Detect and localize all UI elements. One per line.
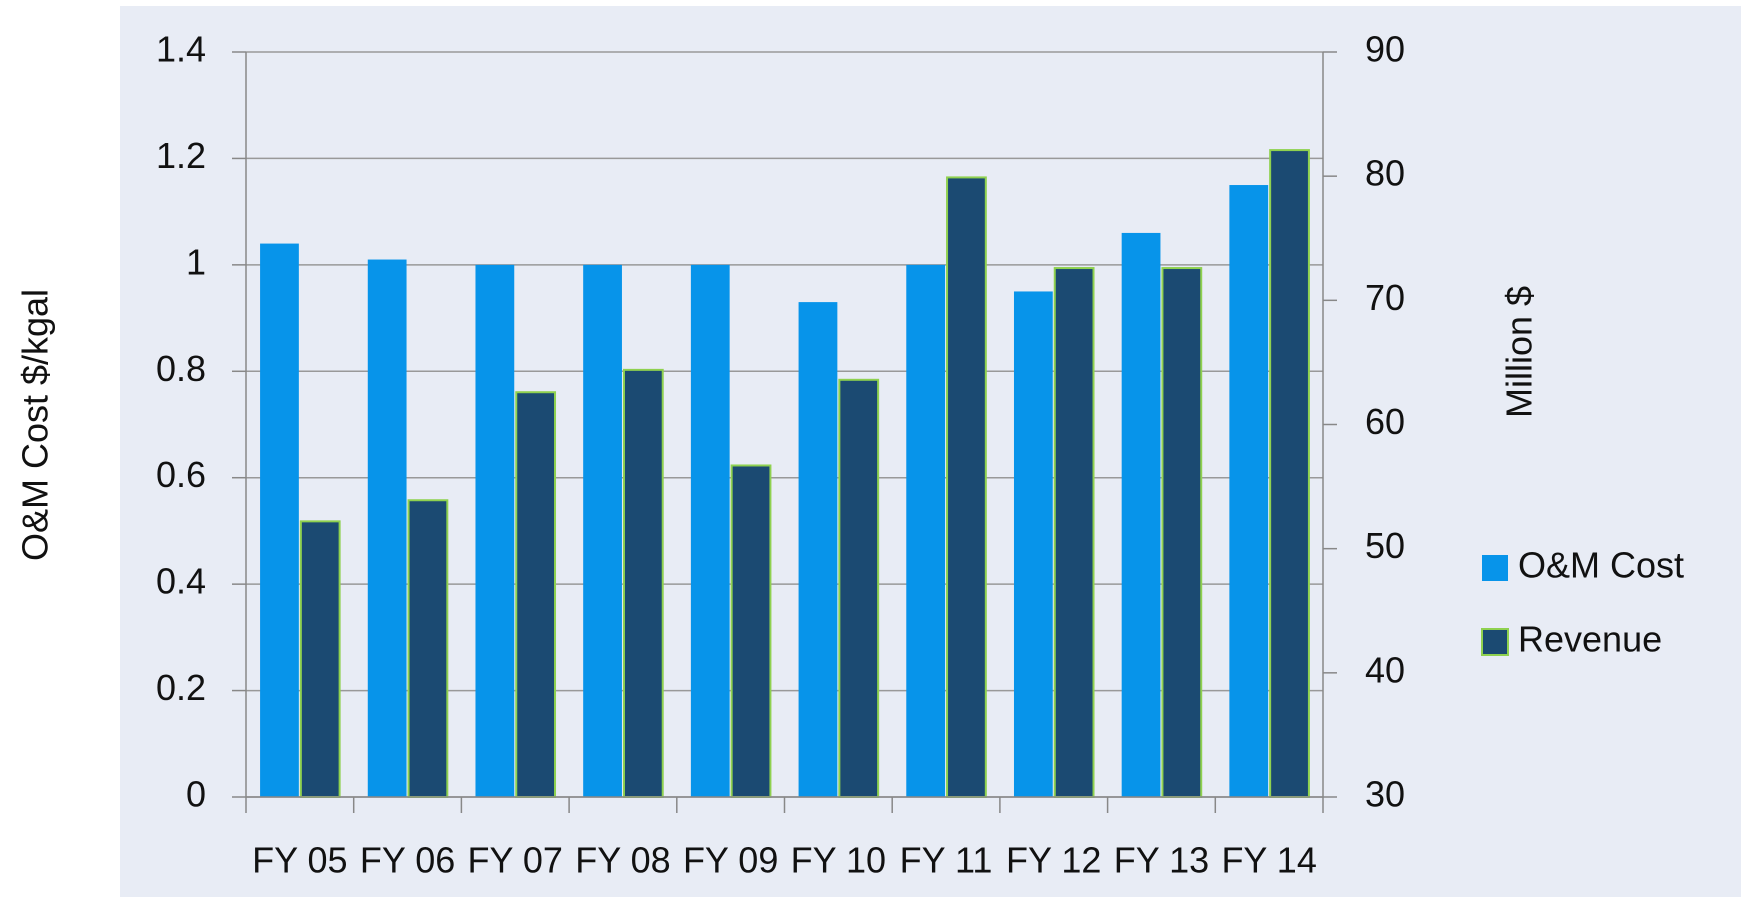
y-tick-label: 1.4 [156,29,206,70]
bar [1055,268,1094,797]
bar [732,465,771,797]
bar [516,392,555,797]
y2-tick-label: 80 [1365,153,1405,194]
x-tick-label: FY 05 [252,840,347,881]
bar [368,260,407,797]
bar [583,265,622,797]
bar [1014,291,1053,797]
legend-label: O&M Cost [1518,545,1684,586]
bar [1122,233,1161,797]
y2-tick-label: 70 [1365,277,1405,318]
bar [409,500,448,797]
y-tick-label: 0 [186,774,206,815]
bar [906,265,945,797]
y-tick-label: 0.2 [156,667,206,708]
bar [1270,150,1309,797]
y-tick-label: 0.8 [156,348,206,389]
bar [1162,268,1201,797]
y2-tick-label: 40 [1365,649,1405,690]
legend-label: Revenue [1518,619,1662,660]
x-tick-label: FY 12 [1006,840,1101,881]
bar [691,265,730,797]
y2-axis-title: Million $ [1499,286,1540,418]
y2-tick-label: 60 [1365,401,1405,442]
x-tick-label: FY 09 [683,840,778,881]
y-axis-title: O&M Cost $/kgal [15,289,56,561]
page: {"chart_data": {"type": "bar", "categori… [0,0,1741,901]
x-tick-label: FY 06 [360,840,455,881]
y-tick-label: 1 [186,241,206,282]
x-tick-label: FY 10 [791,840,886,881]
x-tick-label: FY 08 [575,840,670,881]
bar [475,265,514,797]
bar [260,244,299,797]
y2-tick-label: 90 [1365,29,1405,70]
y-tick-label: 0.4 [156,561,206,602]
bar [301,521,340,797]
x-tick-label: FY 14 [1221,840,1316,881]
x-tick-label: FY 13 [1114,840,1209,881]
legend-swatch [1482,629,1508,655]
bar [1229,185,1268,797]
bar [799,302,838,797]
bar [839,380,878,797]
bar [947,177,986,797]
chart: O&M Cost $/kgal Million $ 0 0.2 0.4 0.6 0.8 1… [0,0,1741,901]
y2-tick-label: 50 [1365,525,1405,566]
y-tick-label: 1.2 [156,135,206,176]
x-tick-label: FY 07 [468,840,563,881]
bar [624,370,663,797]
legend-swatch [1482,555,1508,581]
y2-tick-label: 30 [1365,774,1405,815]
y-tick-label: 0.6 [156,454,206,495]
x-tick-label: FY 11 [900,840,993,881]
